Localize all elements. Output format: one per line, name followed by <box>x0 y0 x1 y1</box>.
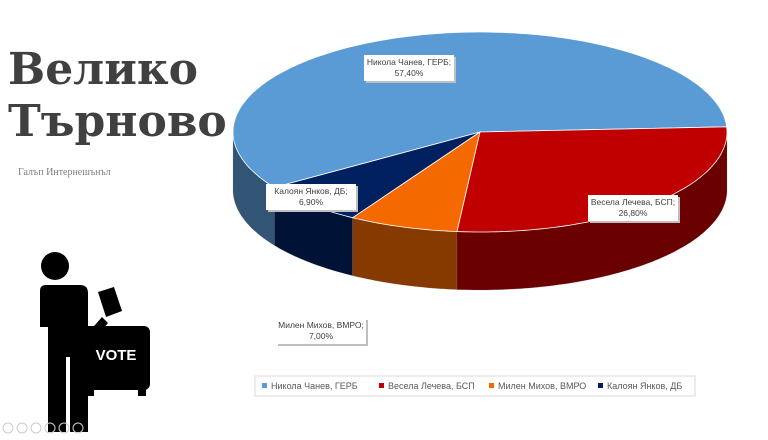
data-label-value: 6,90% <box>299 197 324 207</box>
data-label-name: Никола Чанев, ГЕРБ; <box>367 57 451 67</box>
title-line: Велико <box>8 44 198 95</box>
data-label-box <box>266 184 356 210</box>
data-label-value: 57,40% <box>395 68 424 78</box>
data-label-name: Весела Лечева, БСП; <box>591 197 675 207</box>
data-label-name: Калоян Янков, ДБ; <box>274 186 347 196</box>
slice <box>351 131 481 233</box>
legend-marker <box>598 383 603 388</box>
data-label-value: 26,80% <box>619 208 648 218</box>
title-line: Търново <box>8 96 227 147</box>
vote-icon: VOTE <box>30 252 150 432</box>
data-label-box <box>276 318 366 344</box>
data-label-box <box>364 55 454 81</box>
data-label-box <box>588 195 678 221</box>
slice <box>232 31 728 188</box>
legend-label: Никола Чанев, ГЕРБ <box>271 381 358 391</box>
pie-chart: Никола Чанев, ГЕРБ;57,40% Калоян Янков, Д… <box>232 31 728 346</box>
legend-label: Весела Лечева, БСП <box>388 381 475 391</box>
legend-marker <box>262 383 267 388</box>
legend-label: Калоян Янков, ДБ <box>607 381 682 391</box>
legend-label: Милен Михов, ВМРО <box>498 381 586 391</box>
legend-marker <box>379 383 384 388</box>
data-label-value: 7,00% <box>309 331 334 341</box>
icon-text: VOTE <box>96 347 137 364</box>
legend-box <box>254 375 696 397</box>
subtitle: Галъп Интернешънъл <box>18 167 111 178</box>
legend-marker <box>489 383 494 388</box>
slide-toolbar <box>2 422 84 434</box>
data-label-name: Милен Михов, ВМРО; <box>278 320 364 330</box>
